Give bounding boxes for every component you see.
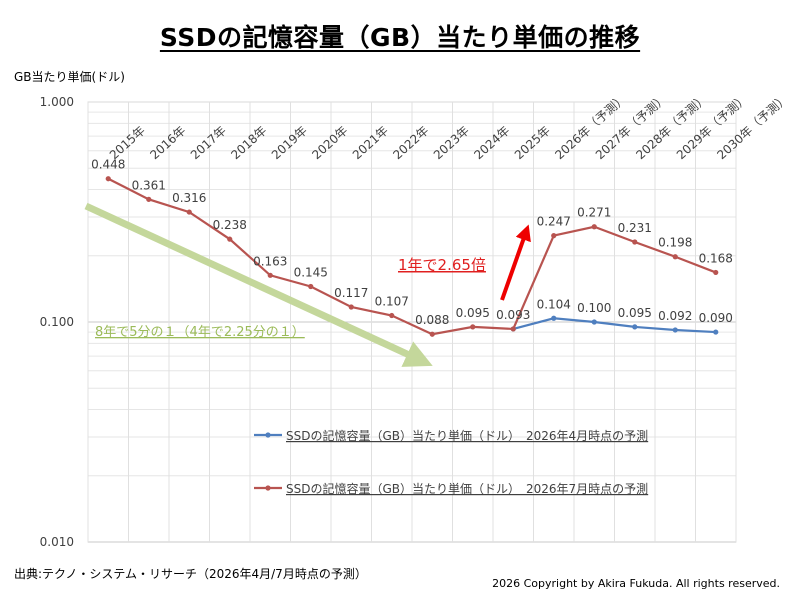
copyright-note: 2026 Copyright by Akira Fukuda. All righ… xyxy=(492,577,780,590)
series-line-0 xyxy=(512,317,716,334)
data-point xyxy=(146,196,152,202)
data-point xyxy=(308,283,314,290)
data-point xyxy=(105,176,111,182)
data-label: 0.168 xyxy=(699,251,733,265)
decline-arrow xyxy=(84,202,433,367)
data-point xyxy=(713,269,719,276)
x-tick-label: 2020年 xyxy=(309,123,350,162)
data-label: 0.361 xyxy=(132,178,166,192)
data-point xyxy=(227,236,233,242)
data-label: 0.145 xyxy=(294,265,328,279)
data-label: 0.117 xyxy=(334,286,368,300)
data-point xyxy=(591,319,597,325)
y-axis-label: GB当たり単価(ドル) xyxy=(14,70,125,84)
legend-marker xyxy=(265,485,271,491)
data-label: 0.092 xyxy=(658,309,692,323)
chart-title: SSDの記憶容量（GB）当たり単価の推移 xyxy=(159,23,641,52)
y-tick-label: 0.010 xyxy=(40,535,74,549)
data-point xyxy=(348,304,354,310)
data-label: 0.107 xyxy=(375,295,409,309)
rise-annotation: 1年で2.65倍 xyxy=(398,256,486,274)
legend-label: SSDの記憶容量（GB）当たり単価（ドル） 2026年4月時点の予測 xyxy=(286,428,648,443)
data-label: 0.104 xyxy=(537,297,571,311)
x-tick-label: 2017年 xyxy=(188,123,229,162)
data-point xyxy=(186,209,192,215)
data-label: 0.448 xyxy=(91,158,125,172)
legend-entry-1: SSDの記憶容量（GB）当たり単価（ドル） 2026年7月時点の予測 xyxy=(254,481,648,496)
data-point xyxy=(389,312,395,319)
data-point xyxy=(510,326,516,332)
data-label: 0.095 xyxy=(618,306,652,320)
x-tick-label: 2019年 xyxy=(269,123,310,162)
data-point xyxy=(672,327,678,333)
data-point xyxy=(672,254,678,260)
data-label: 0.095 xyxy=(456,306,490,320)
rise-arrow xyxy=(500,224,531,301)
decline-annotation: 8年で5分の１（4年で2.25分の１） xyxy=(95,325,305,340)
source-note: 出典:テクノ・システム・リサーチ（2026年4月/7月時点の予測） xyxy=(14,567,367,581)
x-tick-label: 2022年 xyxy=(390,123,431,162)
data-point xyxy=(591,224,597,230)
x-tick-label: 2018年 xyxy=(228,123,269,162)
y-tick-label: 0.100 xyxy=(40,315,74,329)
series-line-1 xyxy=(107,177,717,336)
data-label: 0.100 xyxy=(577,301,611,315)
data-label: 0.247 xyxy=(537,215,571,229)
data-point xyxy=(632,239,638,245)
x-tick-label: 2024年 xyxy=(471,123,512,162)
x-tick-label: 2021年 xyxy=(350,123,391,162)
data-point xyxy=(632,324,638,330)
x-tick-label: 2025年 xyxy=(512,123,553,162)
data-point xyxy=(470,324,476,330)
legend-entry-0: SSDの記憶容量（GB）当たり単価（ドル） 2026年4月時点の予測 xyxy=(254,428,648,443)
x-tick-label: 2015年 xyxy=(107,123,148,162)
data-label: 0.163 xyxy=(253,254,287,268)
data-point xyxy=(267,272,273,278)
legend-label: SSDの記憶容量（GB）当たり単価（ドル） 2026年7月時点の予測 xyxy=(286,481,648,496)
y-tick-label: 1.000 xyxy=(40,95,74,109)
data-label: 0.271 xyxy=(577,206,611,220)
data-point xyxy=(713,329,719,335)
data-label: 0.316 xyxy=(172,191,206,205)
data-point xyxy=(551,233,557,239)
data-label: 0.093 xyxy=(496,308,530,322)
x-tick-label: 2023年 xyxy=(431,123,472,162)
x-tick-label: 2016年 xyxy=(147,123,188,162)
data-label: 0.231 xyxy=(618,221,652,235)
data-label: 0.088 xyxy=(415,313,449,327)
data-label: 0.090 xyxy=(699,311,733,325)
legend-marker xyxy=(265,432,271,438)
data-label: 0.198 xyxy=(658,236,692,250)
data-point xyxy=(429,331,435,337)
data-label: 0.238 xyxy=(213,218,247,232)
data-point xyxy=(551,315,557,321)
